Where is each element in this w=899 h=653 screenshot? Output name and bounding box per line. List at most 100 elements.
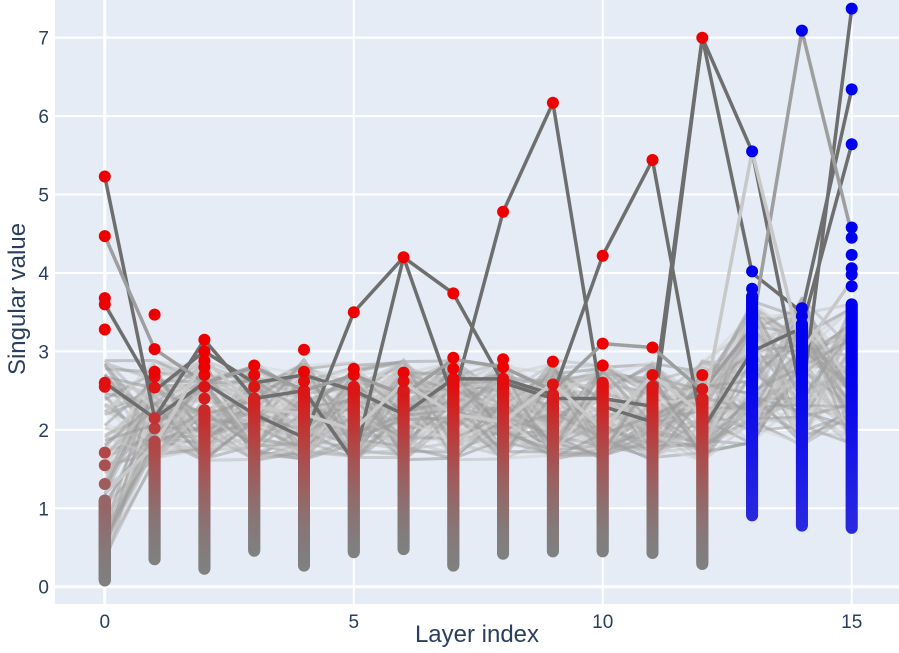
data-point (497, 372, 510, 385)
data-point (646, 369, 659, 381)
data-point (646, 380, 659, 393)
data-point (148, 381, 161, 394)
data-point (646, 154, 659, 166)
data-point (696, 369, 709, 381)
data-point (198, 345, 211, 358)
data-point (248, 359, 261, 372)
x-tick-labels: 0 5 10 15 (100, 612, 863, 633)
data-point (596, 337, 609, 350)
data-point (497, 353, 510, 366)
data-point (198, 380, 211, 393)
data-point (98, 170, 111, 183)
data-point (546, 355, 559, 368)
data-point (198, 333, 211, 346)
data-point (845, 138, 858, 151)
series-line (103, 303, 853, 461)
data-point (746, 282, 759, 295)
data-point (546, 96, 559, 109)
data-point (397, 366, 410, 379)
data-point (845, 2, 858, 15)
data-point (347, 362, 360, 375)
x-tick-label: 15 (841, 612, 862, 633)
data-point (148, 308, 161, 321)
data-point (845, 262, 858, 275)
data-point (397, 251, 410, 264)
x-tick-label: 0 (100, 612, 111, 633)
data-point (248, 369, 261, 381)
data-point (198, 404, 211, 417)
data-point (198, 354, 211, 367)
series-lines (103, 8, 854, 566)
data-point (746, 145, 759, 158)
data-point (845, 280, 858, 293)
data-point (248, 392, 261, 405)
data-point (98, 230, 111, 243)
data-point (148, 422, 161, 435)
data-point (98, 459, 111, 472)
x-axis-title: Layer index (415, 621, 539, 648)
data-point (746, 265, 759, 278)
data-point (696, 31, 709, 44)
data-point (347, 380, 360, 393)
series-markers (98, 2, 858, 587)
y-tick-label: 4 (38, 264, 49, 285)
data-point (397, 384, 410, 397)
y-tick-label: 0 (38, 578, 49, 599)
data-point (98, 478, 111, 490)
data-point (397, 375, 410, 388)
data-point (98, 376, 111, 389)
data-point (98, 494, 111, 507)
data-point (596, 376, 609, 389)
data-point (845, 248, 858, 261)
y-tick-label: 3 (38, 342, 49, 363)
data-point (298, 375, 310, 388)
key-series-line (103, 35, 854, 440)
data-point (148, 412, 161, 425)
series-line (104, 327, 854, 452)
data-point (347, 306, 360, 319)
data-point (148, 343, 161, 356)
y-tick-labels: 0 1 2 3 4 5 6 7 (38, 29, 49, 599)
data-point (845, 83, 858, 96)
data-point (795, 24, 808, 37)
data-point (546, 378, 559, 391)
data-point (447, 287, 460, 300)
data-point (198, 392, 211, 405)
series-line (103, 353, 853, 517)
key-series-line (103, 149, 854, 494)
y-tick-label: 1 (38, 499, 49, 520)
data-point (546, 388, 559, 401)
data-point (447, 351, 460, 364)
data-point (447, 362, 460, 375)
key-series-line (103, 143, 854, 432)
y-axis-title: Singular value (4, 223, 31, 375)
data-point (298, 365, 310, 378)
data-point (497, 205, 510, 218)
y-tick-label: 2 (38, 421, 49, 442)
y-tick-label: 5 (38, 186, 49, 207)
data-point (98, 292, 111, 305)
key-series-line (103, 28, 854, 397)
data-point (845, 231, 858, 244)
data-point (795, 302, 808, 315)
data-point (447, 372, 460, 385)
data-point (596, 359, 609, 372)
data-point (98, 446, 111, 459)
series-line (104, 327, 853, 460)
data-point (248, 380, 261, 393)
data-point (298, 384, 310, 397)
data-point (596, 249, 609, 262)
data-point (148, 365, 161, 378)
y-tick-label: 6 (38, 107, 49, 128)
data-point (696, 392, 709, 405)
data-point (148, 435, 161, 448)
data-point (845, 298, 858, 311)
y-tick-label: 7 (38, 29, 49, 50)
plot-area (55, 0, 899, 604)
x-tick-label: 10 (592, 612, 613, 633)
data-point (845, 221, 858, 234)
data-point (646, 341, 659, 354)
data-point (696, 383, 709, 396)
data-point (98, 323, 111, 336)
